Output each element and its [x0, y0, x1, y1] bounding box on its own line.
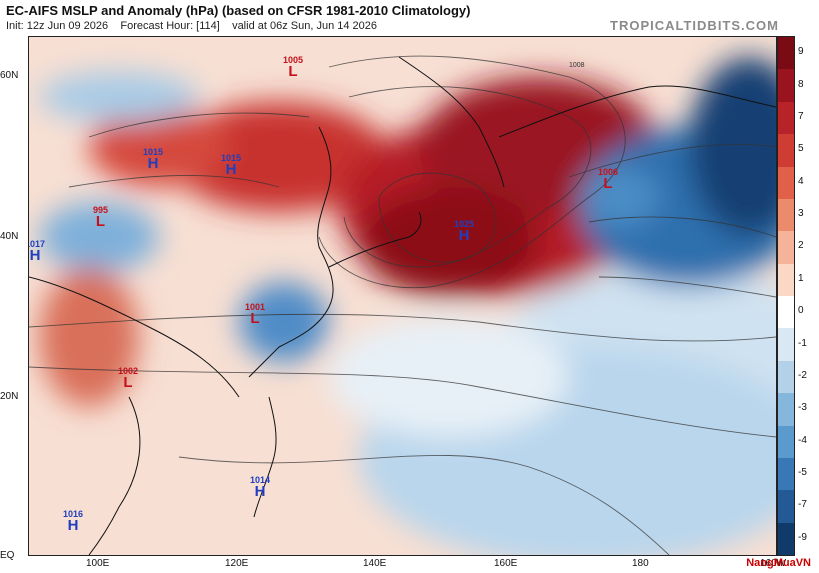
colorbar-segment	[778, 490, 794, 523]
system-value: 1025	[454, 219, 475, 229]
colorbar-segment	[778, 360, 794, 394]
site-brand: TROPICALTIDBITS.COM	[610, 18, 779, 33]
lat-label-eq: EQ	[0, 550, 15, 561]
colorbar-tick-label: -3	[798, 402, 807, 414]
system-low-995: 995 L	[93, 205, 109, 230]
colorbar-segment	[778, 296, 794, 329]
coastlines	[29, 56, 776, 555]
isobar-label: 1008	[569, 62, 585, 69]
chart-title: EC-AIFS MSLP and Anomaly (hPa) (based on…	[6, 3, 471, 18]
low-marker-icon: L	[123, 374, 133, 391]
system-low-1002: 1002 L	[118, 366, 139, 391]
colorbar-tick-label: 9	[798, 46, 804, 58]
colorbar-segment	[778, 101, 794, 135]
lon-label-180: 180	[632, 558, 649, 569]
colorbar-segment	[778, 69, 794, 102]
system-high-1015-west: 1015 H	[143, 147, 164, 172]
system-high-1025: 1025 H	[454, 219, 475, 244]
mslp-anomaly-map: 1008 1005 L 1015 H 1015 H 995 L 1017 H 1…	[28, 36, 777, 556]
anomaly-colorbar	[777, 36, 795, 556]
colorbar-tick-label: -2	[798, 369, 807, 381]
anomaly-field	[39, 57, 776, 555]
colorbar-segment	[778, 166, 794, 199]
lat-label-40n: 40N	[0, 231, 19, 242]
system-value: 1017	[29, 239, 46, 249]
system-value: 1014	[250, 475, 271, 485]
lon-label-140e: 140E	[363, 558, 387, 569]
colorbar-tick-label: -5	[798, 467, 807, 479]
high-marker-icon: H	[147, 155, 159, 172]
colorbar-segment	[778, 457, 794, 491]
system-value: 995	[93, 205, 109, 215]
system-low-1006: 1006 L	[598, 167, 619, 192]
init-time: Init: 12z Jun 09 2026	[6, 20, 109, 32]
colorbar-tick-label: -7	[798, 499, 807, 511]
system-value: 1015	[143, 147, 164, 157]
low-marker-icon: L	[250, 310, 260, 327]
low-marker-icon: L	[603, 175, 613, 192]
lat-label-60n: 60N	[0, 70, 19, 81]
high-marker-icon: H	[254, 483, 266, 500]
colorbar-segment	[778, 134, 794, 167]
system-value: 1002	[118, 366, 139, 376]
system-low-1005: 1005 L	[283, 55, 304, 80]
lon-label-120e: 120E	[225, 558, 249, 569]
colorbar-tick-label: 1	[798, 272, 804, 284]
colorbar-tick-label: -1	[798, 337, 807, 349]
map-canvas: 1008	[29, 37, 776, 555]
system-value: 1001	[245, 302, 266, 312]
colorbar-segment	[778, 263, 794, 296]
isobars	[29, 55, 776, 555]
system-value: 1016	[63, 509, 84, 519]
high-marker-icon: H	[458, 227, 470, 244]
system-high-1014: 1014 H	[250, 475, 271, 500]
watermark: NangMuaVN	[746, 557, 811, 569]
colorbar-tick-label: 3	[798, 208, 804, 220]
high-marker-icon: H	[67, 517, 79, 534]
lon-label-160e: 160E	[494, 558, 518, 569]
system-low-1001: 1001 L	[245, 302, 266, 327]
system-high-1017: 1017 H	[29, 239, 46, 264]
colorbar-tick-label: 7	[798, 110, 804, 122]
valid-time: valid at 06z Sun, Jun 14 2026	[232, 20, 378, 32]
low-marker-icon: L	[95, 213, 106, 230]
system-high-1015-east: 1015 H	[221, 153, 242, 178]
colorbar-tick-label: 2	[798, 240, 804, 252]
colorbar-segment	[778, 522, 794, 555]
colorbar-tick-label: -9	[798, 531, 807, 543]
high-marker-icon: H	[29, 247, 41, 264]
colorbar-segment	[778, 425, 794, 458]
system-value: 1015	[221, 153, 242, 163]
system-high-1016: 1016 H	[63, 509, 84, 534]
colorbar-segment	[778, 231, 794, 264]
high-marker-icon: H	[225, 161, 237, 178]
system-value: 1006	[598, 167, 619, 177]
lon-label-160w: 160W	[760, 558, 787, 569]
colorbar-segment	[778, 37, 794, 70]
colorbar-tick-label: 4	[798, 175, 804, 187]
chart-subtitle: Init: 12z Jun 09 2026 Forecast Hour: [11…	[6, 20, 377, 32]
colorbar-tick-label: 8	[798, 78, 804, 90]
colorbar-segment	[778, 393, 794, 426]
lat-label-20n: 20N	[0, 391, 19, 402]
colorbar-segment	[778, 198, 794, 232]
colorbar-tick-label: 0	[798, 305, 804, 317]
colorbar-segment	[778, 328, 794, 361]
low-marker-icon: L	[288, 63, 298, 80]
colorbar-tick-label: -4	[798, 434, 807, 446]
lon-label-100e: 100E	[86, 558, 110, 569]
forecast-hour: Forecast Hour: [114]	[120, 20, 220, 32]
colorbar-tick-label: 5	[798, 143, 804, 155]
system-value: 1005	[283, 55, 304, 65]
